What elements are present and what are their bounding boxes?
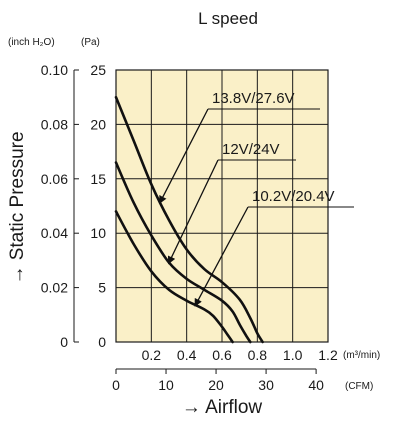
- x-cfm-tick-label-1: 10: [158, 377, 174, 393]
- x-m3-tick-label-5: 1.2: [318, 347, 338, 363]
- x-axis-title: → Airflow: [182, 397, 263, 418]
- y-pa-tick-label-5: 0: [98, 334, 106, 350]
- y-inch-tick-label-3: 0.04: [41, 225, 68, 241]
- y-inch-tick-label-1: 0.08: [41, 116, 68, 132]
- x-m3-tick-label-0: 0.2: [142, 347, 162, 363]
- y-pa-tick-label-0: 25: [90, 62, 106, 78]
- x-cfm-tick-label-3: 30: [258, 377, 274, 393]
- y-unit-pa: (Pa): [81, 37, 100, 48]
- x-axis-cfm: 0 10 20 30 40: [112, 368, 324, 393]
- series-line-0: [114, 95, 264, 344]
- y-inch-tick-label-2: 0.06: [41, 171, 68, 187]
- x-cfm-tick-label-4: 40: [308, 377, 324, 393]
- x-m3-tick-label-4: 1.0: [283, 347, 303, 363]
- y-inch-tick-label-5: 0: [60, 334, 68, 350]
- x-axis-m3: 0.2 0.4 0.6 0.8 1.0 1.2: [142, 347, 338, 363]
- x-unit-cfm: (CFM): [345, 381, 373, 392]
- plot-frame: [115, 69, 329, 343]
- series-label-1: 12V/24V: [222, 141, 280, 158]
- y-axis-title: → Static Pressure: [7, 131, 28, 284]
- series-label-leader-1: [167, 159, 219, 265]
- x-cfm-tick-label-2: 20: [208, 377, 224, 393]
- x-m3-tick-label-1: 0.4: [177, 347, 197, 363]
- y-axis-inch: 0.10 0.08 0.06 0.04 0.02 0: [41, 62, 79, 350]
- series-label-layer: 13.8V/27.6V 12V/24V 10.2V/20.4V: [159, 90, 354, 307]
- y-pa-tick-label-4: 5: [98, 280, 106, 296]
- series-label-leader-2: [194, 206, 249, 307]
- x-m3-tick-label-3: 0.8: [248, 347, 268, 363]
- y-pa-tick-label-3: 10: [90, 225, 106, 241]
- series-label-2: 10.2V/20.4V: [252, 188, 335, 205]
- y-pa-tick-label-2: 15: [90, 171, 106, 187]
- y-axis-pa: 25 20 15 10 5 0: [90, 62, 106, 350]
- y-inch-tick-label-4: 0.02: [41, 280, 68, 296]
- series-label-0: 13.8V/27.6V: [212, 90, 295, 107]
- x-unit-m3: (m³/min): [343, 350, 380, 361]
- series-label-leader-0: [159, 108, 209, 204]
- x-m3-tick-label-2: 0.6: [212, 347, 232, 363]
- y-pa-tick-label-1: 20: [90, 116, 106, 132]
- y-unit-inch: (inch H₂O): [8, 37, 55, 48]
- x-cfm-tick-label-0: 0: [112, 377, 120, 393]
- y-inch-tick-label-0: 0.10: [41, 62, 68, 78]
- chart-title: L speed: [198, 9, 258, 28]
